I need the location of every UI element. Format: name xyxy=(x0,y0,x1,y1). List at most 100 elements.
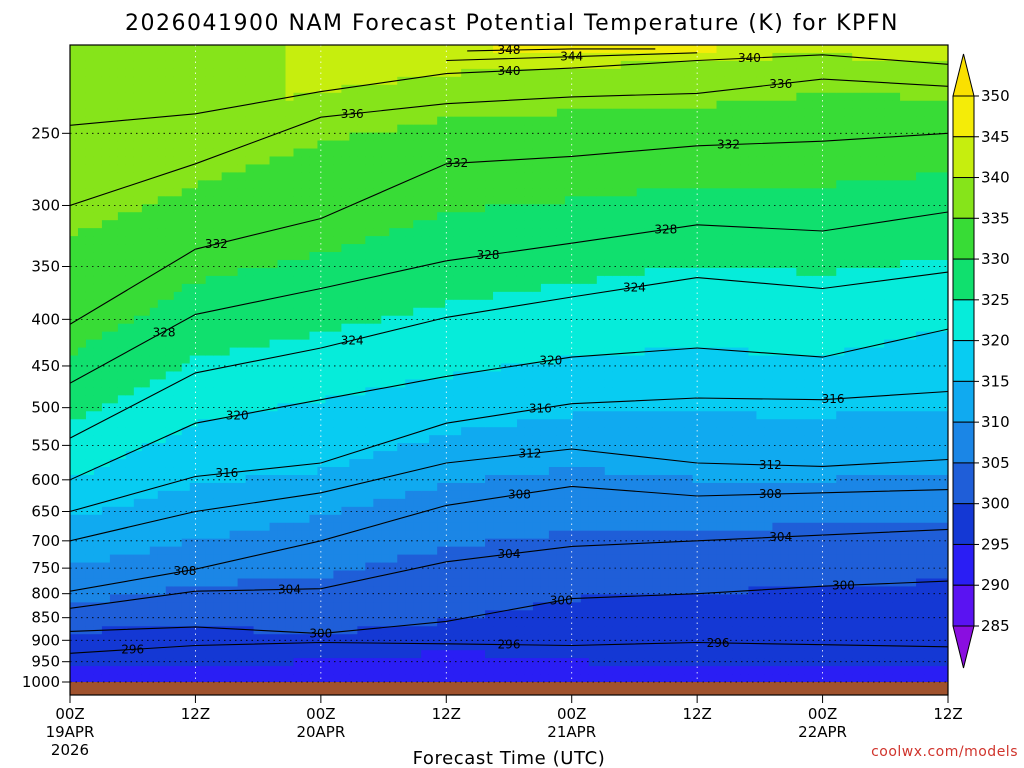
shade-cell xyxy=(477,275,486,285)
shade-cell xyxy=(516,482,526,492)
shade-cell xyxy=(109,132,119,142)
shade-cell xyxy=(245,419,255,428)
shade-cell xyxy=(389,594,398,603)
shade-cell xyxy=(397,411,406,420)
shade-cell xyxy=(157,443,167,452)
shade-cell xyxy=(317,490,327,500)
shade-cell xyxy=(381,666,390,675)
shade-cell xyxy=(245,674,255,682)
shade-cell xyxy=(493,530,502,540)
shade-cell xyxy=(125,395,135,404)
shade-cell xyxy=(197,459,207,468)
shade-cell xyxy=(556,228,566,237)
shade-cell xyxy=(532,140,542,150)
shade-cell xyxy=(516,538,526,548)
shade-cell xyxy=(101,212,111,221)
shade-cell xyxy=(157,546,167,556)
shade-cell xyxy=(516,602,526,611)
shade-cell xyxy=(333,355,342,365)
shade-cell xyxy=(70,554,79,564)
shade-cell xyxy=(85,45,95,54)
shade-cell xyxy=(229,514,239,524)
shade-cell xyxy=(317,116,327,126)
shade-cell xyxy=(357,52,366,62)
shade-cell xyxy=(85,642,95,651)
shade-cell xyxy=(532,578,542,588)
shade-cell xyxy=(109,427,119,436)
shade-cell xyxy=(317,459,327,468)
shade-cell xyxy=(309,116,319,126)
shade-cell xyxy=(405,259,414,269)
shade-cell xyxy=(532,355,542,365)
shade-cell xyxy=(405,411,414,420)
shade-cell xyxy=(245,594,255,603)
shade-cell xyxy=(70,498,79,508)
shade-cell xyxy=(501,331,510,341)
shade-cell xyxy=(229,650,239,659)
shade-cell xyxy=(109,68,119,78)
shade-cell xyxy=(189,347,199,357)
shade-cell xyxy=(532,291,542,301)
shade-cell xyxy=(341,355,350,365)
shade-cell xyxy=(181,618,191,627)
shade-cell xyxy=(405,108,414,118)
shade-cell xyxy=(189,490,199,500)
shade-cell xyxy=(157,506,167,516)
shade-cell xyxy=(365,307,374,317)
shade-cell xyxy=(509,204,518,213)
shade-cell xyxy=(429,395,438,404)
shade-cell xyxy=(189,578,199,588)
shade-cell xyxy=(437,363,446,373)
shade-cell xyxy=(429,148,438,158)
shade-cell xyxy=(325,156,334,166)
shade-cell xyxy=(245,562,255,572)
shade-cell xyxy=(149,586,159,596)
shade-cell xyxy=(509,658,518,667)
shade-cell xyxy=(309,108,319,118)
shade-cell xyxy=(173,411,183,420)
shade-cell xyxy=(540,498,550,508)
shade-cell xyxy=(205,244,215,253)
shade-cell xyxy=(253,602,263,611)
shade-cell xyxy=(397,140,406,150)
shade-cell xyxy=(548,642,558,651)
shade-cell xyxy=(556,180,566,189)
shade-cell xyxy=(397,228,406,237)
shade-cell xyxy=(93,451,103,460)
shade-cell xyxy=(317,347,327,357)
shade-cell xyxy=(556,84,566,94)
shade-cell xyxy=(197,45,207,54)
shade-cell xyxy=(261,570,271,580)
shade-cell xyxy=(397,267,406,277)
shade-cell xyxy=(149,164,159,173)
shade-cell xyxy=(205,435,215,444)
shade-cell xyxy=(77,291,87,301)
shade-cell xyxy=(341,459,350,468)
shade-cell xyxy=(453,411,462,420)
shade-cell xyxy=(421,419,430,428)
shade-cell xyxy=(437,490,446,500)
shade-cell xyxy=(524,530,534,540)
shade-cell xyxy=(125,68,135,78)
shade-cell xyxy=(293,610,303,619)
shade-cell xyxy=(453,474,462,484)
shade-cell xyxy=(237,228,247,237)
shade-cell xyxy=(229,180,239,189)
shade-cell xyxy=(109,371,119,381)
shade-cell xyxy=(117,92,127,102)
shade-cell xyxy=(524,666,534,675)
shade-cell xyxy=(429,347,438,357)
shade-cell xyxy=(493,522,502,532)
shade-cell xyxy=(461,506,470,516)
shade-cell xyxy=(493,490,502,500)
shade-cell xyxy=(125,108,135,118)
shade-cell xyxy=(93,108,103,118)
shade-cell xyxy=(133,196,143,205)
shade-cell xyxy=(85,411,95,420)
shade-cell xyxy=(301,666,311,675)
shade-cell xyxy=(101,180,111,189)
shade-cell xyxy=(229,435,239,444)
shade-cell xyxy=(301,92,311,102)
shade-cell xyxy=(245,196,255,205)
shade-cell xyxy=(253,562,263,572)
